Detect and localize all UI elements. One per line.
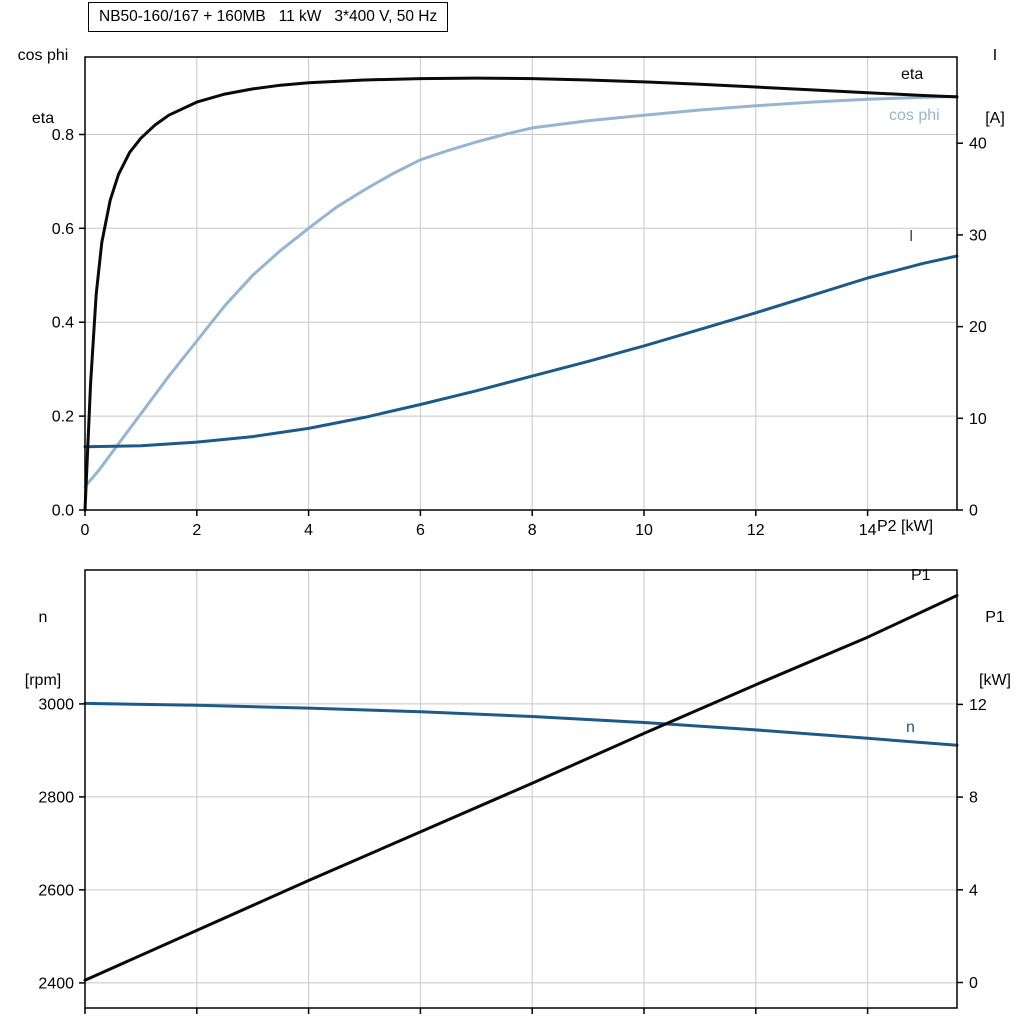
left-tick-label: 2400 xyxy=(38,975,74,992)
current-curve-label: I xyxy=(909,228,914,245)
series-current xyxy=(83,254,959,449)
left-tick-label: 0.6 xyxy=(52,221,74,238)
input-power-curve-label: P1 xyxy=(911,567,931,584)
bottom-right-axis-label: P1 [kW] xyxy=(972,565,1018,733)
left-tick-label: 0.2 xyxy=(52,409,74,426)
series-eta xyxy=(83,76,959,512)
x-axis-label: P2 [kW] xyxy=(877,518,934,535)
x-tick-label: 0 xyxy=(81,522,90,539)
chart-title-box: NB50-160/167 + 160MB 11 kW 3*400 V, 50 H… xyxy=(88,2,449,32)
speed-curve-label: n xyxy=(906,719,915,736)
right-tick-label: 40 xyxy=(969,136,987,153)
top-left-axis-label: cos phi eta xyxy=(6,3,80,171)
right-tick-label: 30 xyxy=(969,227,987,244)
right-tick-label: 0 xyxy=(969,975,978,992)
current-unit-label: [A] xyxy=(985,110,1005,127)
x-tick-label: 2 xyxy=(192,522,201,539)
cos-phi-curve-label: cos phi xyxy=(889,107,940,124)
motor-speed-power-chart: 2400 2600 2800 3000 0 4 8 12 xyxy=(38,569,987,1014)
series-speed xyxy=(83,701,959,747)
right-tick-label: 8 xyxy=(969,790,978,807)
series-cos-phi xyxy=(83,94,959,488)
x-tick-label: 14 xyxy=(859,522,877,539)
left-tick-label: 3000 xyxy=(38,696,74,713)
left-tick-label: 2800 xyxy=(38,789,74,806)
input-power-unit-label: [kW] xyxy=(979,672,1011,689)
right-tick-label: 12 xyxy=(969,697,987,714)
speed-unit-label: [rpm] xyxy=(24,672,62,689)
eta-curve-label: eta xyxy=(901,66,924,83)
x-tick-label: 6 xyxy=(416,522,425,539)
left-tick-label: 2600 xyxy=(38,882,74,899)
right-tick-label: 10 xyxy=(969,411,987,428)
eta-axis-label: eta xyxy=(31,110,55,127)
motor-electrical-chart: 0.0 0.2 0.4 0.6 0.8 0 10 20 30 40 0 2 4 6 8 10 12 14 xyxy=(52,56,987,539)
x-tick-label: 8 xyxy=(528,522,537,539)
left-tick-label: 0.4 xyxy=(52,315,74,332)
x-tick-label: 4 xyxy=(304,522,313,539)
plot-frame xyxy=(84,569,958,1009)
plot-frame xyxy=(84,56,958,511)
right-tick-label: 4 xyxy=(969,882,978,899)
top-right-axis-label: I [A] xyxy=(972,3,1018,171)
cos-phi-axis-label: cos phi xyxy=(17,47,69,64)
left-tick-label: 0.8 xyxy=(52,127,74,144)
series-input-power xyxy=(83,594,959,982)
input-power-axis-label: P1 xyxy=(985,609,1005,626)
bottom-left-axis-label: n [rpm] xyxy=(6,565,80,733)
current-axis-label: I xyxy=(992,47,998,64)
left-tick-label: 0.0 xyxy=(52,503,74,520)
right-tick-label: 0 xyxy=(969,503,978,520)
speed-axis-label: n xyxy=(38,609,48,626)
x-tick-label: 12 xyxy=(747,522,765,539)
x-tick-label: 10 xyxy=(635,522,653,539)
right-tick-label: 20 xyxy=(969,319,987,336)
